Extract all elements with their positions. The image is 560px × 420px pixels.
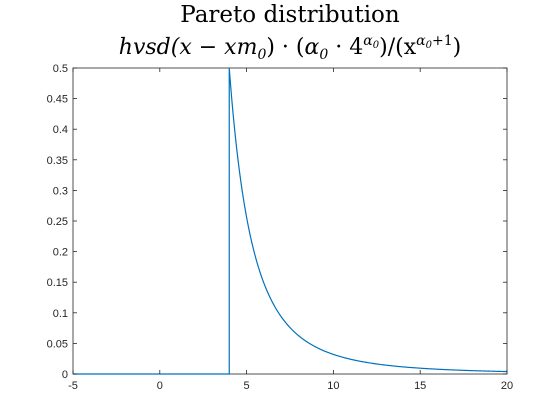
chart-subtitle: hvsd(x − xm0) · (α0 · 4α0)/(xα0+1) [119, 33, 461, 63]
y-tick-label: 0 [62, 369, 68, 381]
x-tick-label: 15 [414, 380, 426, 392]
y-tick-label: 0.45 [47, 94, 68, 106]
x-tick-label: 5 [244, 380, 250, 392]
y-tick-label: 0.4 [53, 124, 68, 136]
x-tick-label: 10 [327, 380, 339, 392]
y-tick-label: 0.3 [53, 185, 68, 197]
plot-area: -5 0 5 10 15 2000.050.10.150.20.250.30.350.40… [47, 63, 514, 392]
y-tick-label: 0.1 [53, 308, 68, 320]
y-tick-label: 0.25 [47, 216, 68, 228]
y-tick-label: 0.15 [47, 277, 68, 289]
y-tick-label: 0.35 [47, 155, 68, 167]
y-tick-label: 0.2 [53, 247, 68, 259]
data-line [73, 67, 508, 375]
x-tick-label: 0 [157, 380, 163, 392]
x-tick-label: -5 [68, 380, 78, 392]
y-tick-label: 0.05 [47, 338, 68, 350]
x-tick-label: 20 [501, 380, 513, 392]
y-tick-label: 0.5 [53, 63, 68, 75]
chart-title: Pareto distribution [180, 2, 400, 28]
axes-box [72, 67, 508, 375]
